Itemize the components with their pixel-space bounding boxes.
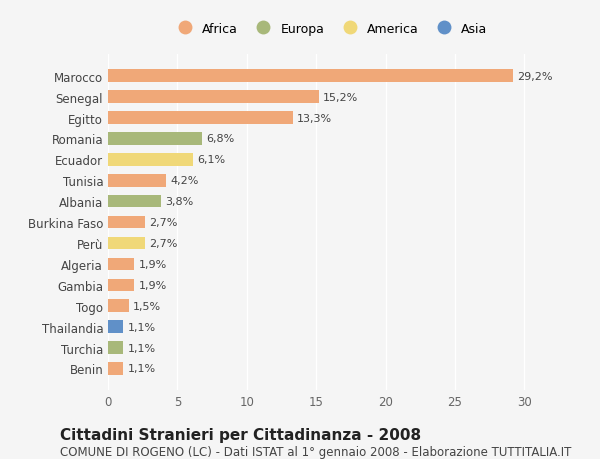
Text: COMUNE DI ROGENO (LC) - Dati ISTAT al 1° gennaio 2008 - Elaborazione TUTTITALIA.: COMUNE DI ROGENO (LC) - Dati ISTAT al 1°… <box>60 445 571 458</box>
Text: 6,1%: 6,1% <box>197 155 225 165</box>
Bar <box>108 258 134 271</box>
Text: 1,9%: 1,9% <box>139 259 167 269</box>
Bar <box>108 279 134 291</box>
Bar <box>108 341 123 354</box>
Bar <box>108 70 513 83</box>
Text: 3,8%: 3,8% <box>165 197 193 207</box>
Text: 2,7%: 2,7% <box>149 239 178 248</box>
Text: 4,2%: 4,2% <box>170 176 199 186</box>
Bar <box>108 300 129 312</box>
Text: 15,2%: 15,2% <box>323 92 358 102</box>
Bar <box>108 237 145 250</box>
Bar <box>108 133 202 146</box>
Text: 1,5%: 1,5% <box>133 301 161 311</box>
Text: 6,8%: 6,8% <box>206 134 235 144</box>
Bar <box>108 321 123 333</box>
Text: 1,9%: 1,9% <box>139 280 167 290</box>
Bar <box>108 112 293 124</box>
Bar <box>108 363 123 375</box>
Bar <box>108 216 145 229</box>
Text: 1,1%: 1,1% <box>127 322 155 332</box>
Bar <box>108 174 166 187</box>
Bar <box>108 154 193 166</box>
Text: 1,1%: 1,1% <box>127 343 155 353</box>
Bar <box>108 196 161 208</box>
Bar <box>108 91 319 104</box>
Legend: Africa, Europa, America, Asia: Africa, Europa, America, Asia <box>167 18 493 41</box>
Text: 13,3%: 13,3% <box>297 113 332 123</box>
Text: 29,2%: 29,2% <box>517 72 553 82</box>
Text: 2,7%: 2,7% <box>149 218 178 228</box>
Text: 1,1%: 1,1% <box>127 364 155 374</box>
Text: Cittadini Stranieri per Cittadinanza - 2008: Cittadini Stranieri per Cittadinanza - 2… <box>60 427 421 442</box>
